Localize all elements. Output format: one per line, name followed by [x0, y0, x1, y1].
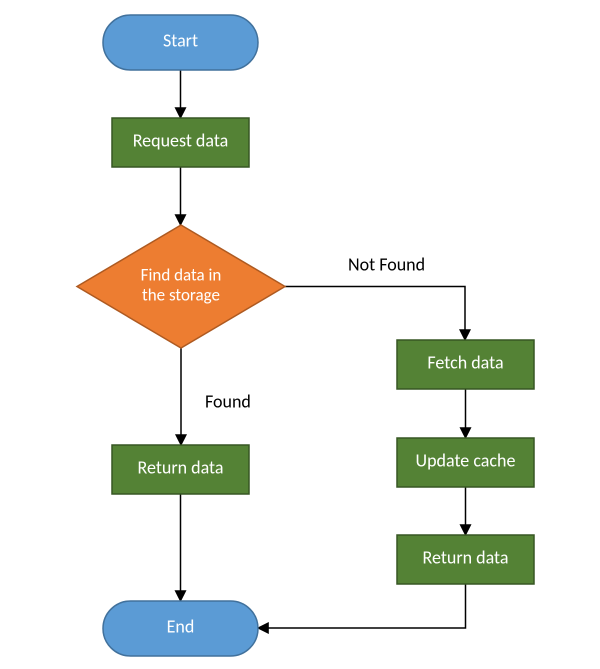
- node-label-find: Find data inthe storage: [141, 265, 222, 306]
- edge-find-fetch: [285, 287, 465, 341]
- node-label-returnR: Return data: [423, 547, 509, 569]
- node-returnR: Return data: [397, 535, 534, 584]
- node-request: Request data: [112, 118, 249, 167]
- node-fetch: Fetch data: [397, 340, 534, 389]
- flowchart-canvas: Found Not Found Start Request data Find data…: [0, 0, 600, 669]
- node-end: End: [103, 601, 258, 656]
- edge-label-find-returnL: Found: [205, 390, 251, 412]
- node-find: Find data inthe storage: [77, 225, 285, 348]
- node-label-end: End: [167, 616, 195, 638]
- node-label-fetch: Fetch data: [427, 352, 503, 374]
- node-update: Update cache: [397, 438, 534, 487]
- node-label-update: Update cache: [416, 450, 516, 472]
- node-returnL: Return data: [112, 445, 249, 494]
- edge-label-find-fetch: Not Found: [348, 253, 425, 275]
- node-label-returnL: Return data: [138, 457, 224, 479]
- node-start: Start: [103, 15, 258, 70]
- node-label-start: Start: [163, 30, 198, 52]
- edge-returnR-end: [258, 584, 466, 628]
- node-label-request: Request data: [133, 130, 229, 152]
